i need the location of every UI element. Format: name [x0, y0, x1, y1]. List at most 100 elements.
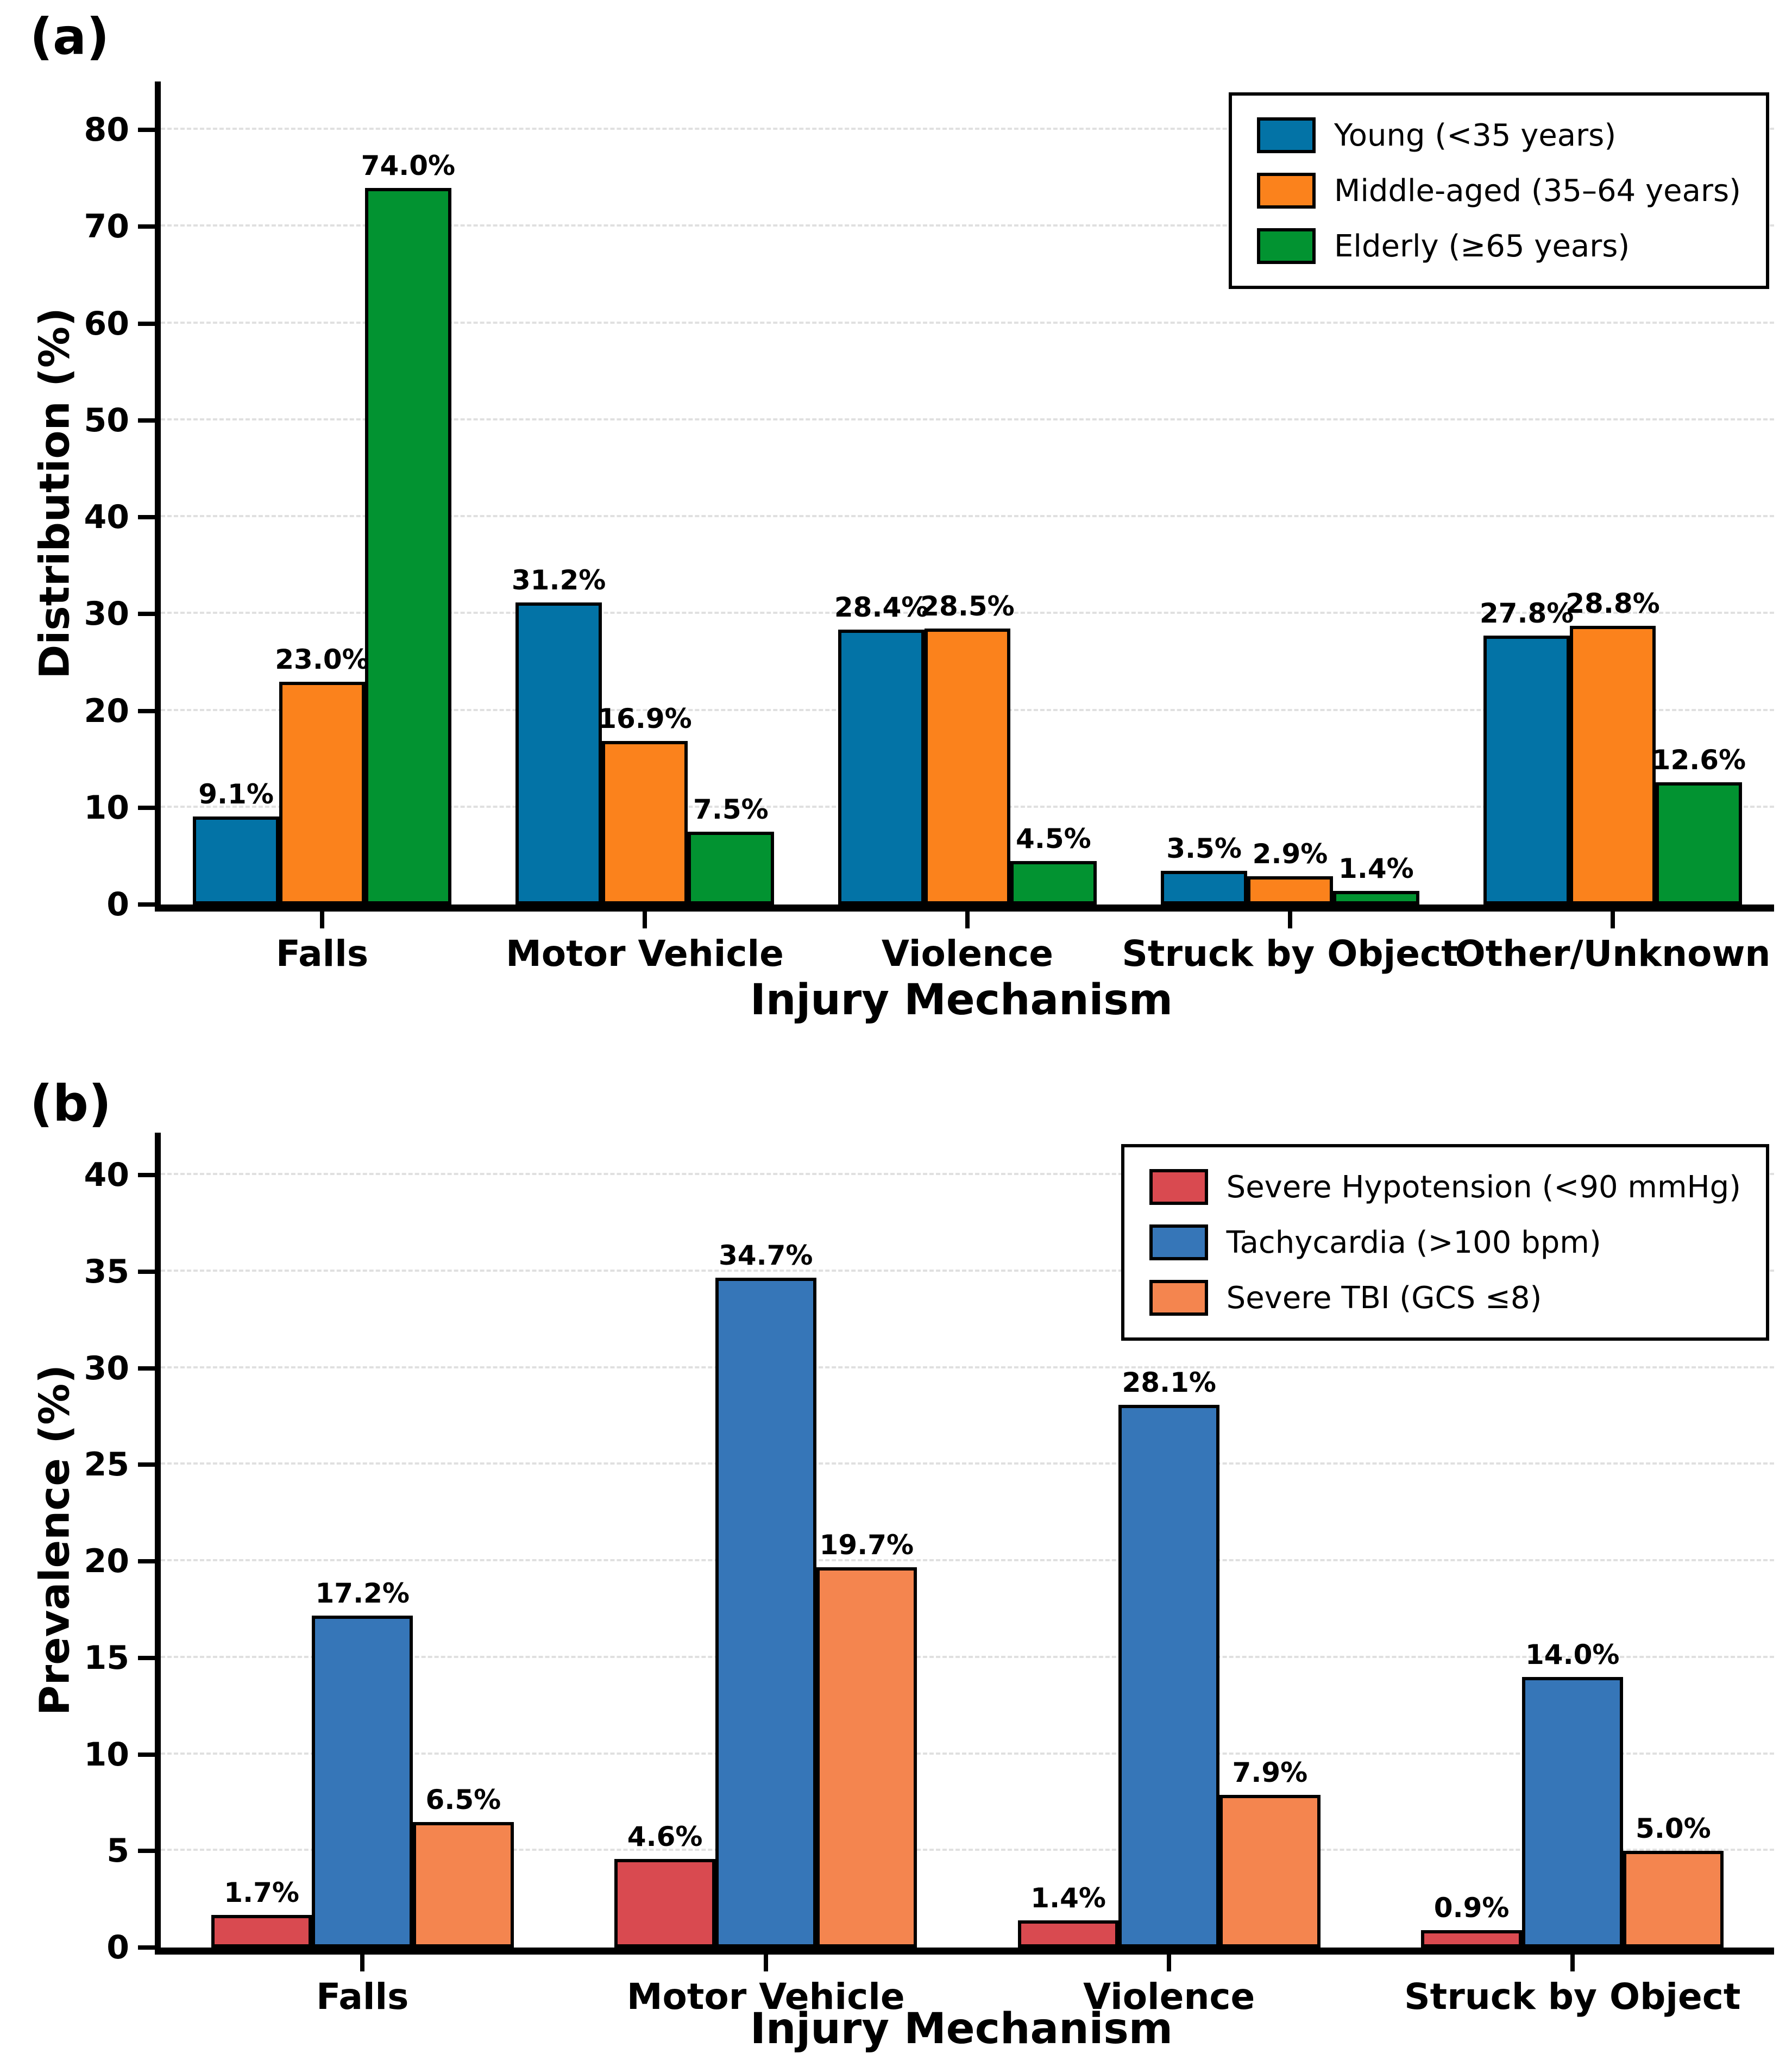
y-tick-mark	[138, 612, 161, 617]
gridline	[161, 1269, 1774, 1272]
category-group: 3.5% 2.9% 1.4% Struck by Object	[1122, 81, 1458, 975]
legend-swatch	[1149, 1169, 1208, 1205]
y-tick-mark	[138, 128, 161, 133]
legend-swatch	[1149, 1224, 1208, 1260]
y-tick-label: 40	[84, 1156, 130, 1195]
bar-value-label: 31.2%	[511, 564, 606, 596]
x-tick-mark	[1570, 1948, 1575, 1971]
bar-column: 28.4%	[834, 592, 928, 904]
bar-value-label: 16.9%	[598, 702, 692, 734]
legend-label: Severe Hypotension (<90 mmHg)	[1226, 1169, 1741, 1205]
bar	[211, 1914, 312, 1948]
y-tick-label: 0	[106, 1929, 129, 1967]
bar-value-label: 3.5%	[1166, 832, 1242, 864]
y-tick-label: 30	[84, 595, 130, 633]
bar	[193, 816, 279, 904]
bar	[1569, 625, 1656, 904]
x-category-label: Other/Unknown	[1455, 933, 1771, 975]
bar	[1333, 891, 1419, 904]
y-tick-mark	[138, 1366, 161, 1371]
x-tick-mark	[965, 904, 970, 928]
bar-column: 4.5%	[1010, 823, 1097, 904]
gridline	[161, 612, 1774, 614]
bar-value-label: 7.9%	[1232, 1757, 1308, 1789]
bar-value-label: 28.5%	[920, 591, 1015, 623]
legend-row: Middle-aged (35–64 years)	[1257, 173, 1741, 209]
bar-column: 16.9%	[598, 703, 692, 904]
bar	[924, 629, 1011, 904]
category-group: 1.4% 28.1% 7.9% Violence	[967, 1133, 1371, 2018]
legend-label: Middle-aged (35–64 years)	[1334, 173, 1741, 209]
bar-value-label: 34.7%	[719, 1239, 813, 1271]
bar-value-label: 14.0%	[1525, 1639, 1620, 1671]
bar	[413, 1821, 514, 1948]
category-group: 28.4% 28.5% 4.5% Violence	[806, 81, 1129, 975]
bar-column: 5.0%	[1623, 1813, 1724, 1948]
legend-swatch	[1257, 228, 1316, 264]
y-tick-label: 50	[84, 401, 130, 439]
bar-value-label: 19.7%	[819, 1529, 914, 1561]
category-group: 0.9% 14.0% 5.0% Struck by Object	[1371, 1133, 1775, 2018]
bars: 31.2% 16.9% 7.5%	[511, 81, 774, 904]
y-tick-mark	[138, 1269, 161, 1274]
y-tick-label: 80	[84, 111, 130, 149]
bar	[1483, 635, 1570, 904]
x-category-label: Violence	[881, 933, 1054, 975]
bar	[1521, 1677, 1623, 1948]
gridline	[161, 321, 1774, 324]
bars: 1.7% 17.2% 6.5%	[211, 1133, 514, 1948]
x-tick-mark	[1167, 1948, 1172, 1971]
y-tick-label: 60	[84, 304, 130, 343]
y-tick-label: 70	[84, 208, 130, 246]
gridline	[161, 1849, 1774, 1851]
bar-column: 28.8%	[1565, 588, 1660, 904]
bar-value-label: 23.0%	[275, 644, 369, 676]
bar-value-label: 28.8%	[1565, 587, 1660, 619]
bar	[365, 188, 451, 904]
legend-label: Elderly (≥65 years)	[1334, 228, 1630, 264]
bar-column: 7.5%	[688, 794, 774, 904]
gridline	[161, 1655, 1774, 1658]
bar	[1010, 860, 1097, 904]
bar-column: 34.7%	[715, 1240, 816, 1948]
bar-value-label: 74.0%	[361, 150, 456, 182]
legend-row: Severe TBI (GCS ≤8)	[1149, 1280, 1741, 1316]
panel-b-legend: Severe Hypotension (<90 mmHg) Tachycardia…	[1121, 1144, 1769, 1341]
legend-label: Severe TBI (GCS ≤8)	[1226, 1280, 1542, 1316]
bars: 1.4% 28.1% 7.9%	[1017, 1133, 1321, 1948]
bar	[838, 629, 925, 904]
panel-b-y-axis-title: Prevalence (%)	[30, 1365, 79, 1716]
gridline	[161, 1752, 1774, 1755]
bar	[1219, 1795, 1321, 1948]
y-tick-mark	[138, 902, 161, 907]
bar-column: 17.2%	[312, 1578, 413, 1948]
bar-value-label: 1.4%	[1030, 1882, 1106, 1914]
legend-swatch	[1257, 117, 1316, 153]
bar-value-label: 0.9%	[1433, 1892, 1510, 1924]
panel-a-label: (a)	[30, 8, 110, 66]
y-tick-mark	[138, 224, 161, 229]
bar-column: 28.5%	[920, 591, 1015, 904]
bars: 0.9% 14.0% 5.0%	[1421, 1133, 1724, 1948]
bars: 4.6% 34.7% 19.7%	[614, 1133, 917, 1948]
category-group: 1.7% 17.2% 6.5% Falls	[161, 1133, 564, 2018]
legend-label: Tachycardia (>100 bpm)	[1226, 1224, 1601, 1260]
y-tick-mark	[138, 708, 161, 713]
bar-value-label: 4.6%	[627, 1820, 703, 1852]
bar-value-label: 5.0%	[1636, 1813, 1711, 1845]
x-tick-mark	[1611, 904, 1615, 928]
bar-column: 1.4%	[1017, 1882, 1119, 1948]
y-tick-mark	[138, 1752, 161, 1757]
bar-value-label: 17.2%	[315, 1577, 410, 1609]
bar-groups: 1.7% 17.2% 6.5% Falls 4.6% 34.7% 19.7% Motor Ve…	[161, 1133, 1775, 2018]
bar	[279, 682, 366, 904]
y-tick-mark	[138, 1173, 161, 1178]
bar	[601, 740, 688, 904]
x-category-label: Motor Vehicle	[626, 1976, 905, 2018]
category-group: 9.1% 23.0% 74.0% Falls	[161, 81, 483, 975]
y-tick-mark	[138, 1849, 161, 1854]
bar	[1656, 782, 1742, 904]
legend-row: Young (<35 years)	[1257, 117, 1741, 153]
bar-column: 28.1%	[1118, 1367, 1220, 1948]
